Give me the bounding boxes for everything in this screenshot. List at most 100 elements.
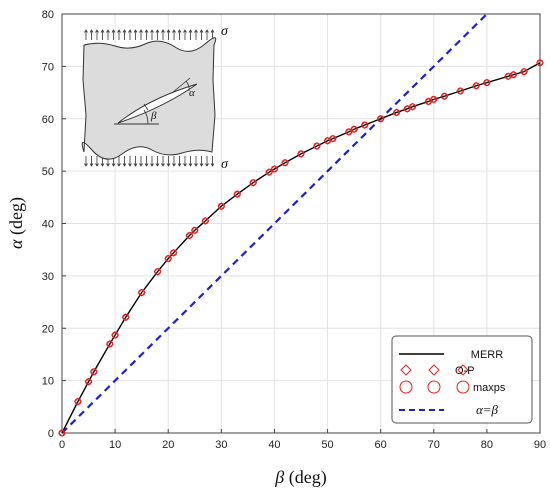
y-tick-label: 20 xyxy=(42,323,54,335)
op-point xyxy=(482,78,491,87)
inset-arrow-down-head xyxy=(111,163,116,167)
x-axis-ticks: 0 10 20 30 40 50 60 70 80 90 xyxy=(59,429,546,451)
inset-arrow-down-head xyxy=(150,163,154,167)
op-point xyxy=(360,121,369,129)
inset-arrow-up-head xyxy=(166,29,171,33)
op-point xyxy=(111,331,120,339)
x-tick-label: 10 xyxy=(109,439,121,451)
inset-arrow-up-head xyxy=(199,29,204,33)
legend-label-op: O-P xyxy=(455,365,475,377)
op-point xyxy=(270,165,279,173)
legend-maxps-marker xyxy=(427,380,441,394)
inset-beta-label: β xyxy=(150,110,157,122)
inset-arrow-down-head xyxy=(95,163,99,167)
inset-alpha-label: α xyxy=(189,87,195,99)
op-point xyxy=(424,97,433,106)
inset-crack xyxy=(117,83,198,124)
x-tick-label: 90 xyxy=(534,439,546,451)
op-point xyxy=(328,134,337,143)
inset-arrow-up-head xyxy=(139,29,143,33)
y-tick-label: 30 xyxy=(42,271,54,283)
inset-arrow-up-head xyxy=(100,29,105,33)
legend-op-marker xyxy=(400,364,412,376)
op-point xyxy=(344,127,353,136)
x-tick-label: 80 xyxy=(481,439,493,451)
op-point xyxy=(121,313,130,322)
y-tick-label: 70 xyxy=(42,61,54,73)
inset-arrow-down-head xyxy=(100,163,105,167)
op-point xyxy=(58,429,66,437)
op-point xyxy=(456,87,465,95)
legend-box xyxy=(391,335,533,424)
y-axis-unit: (deg) xyxy=(6,197,27,235)
op-point xyxy=(350,125,359,134)
inset-arrow-up-head xyxy=(117,29,121,33)
inset-arrow-down-head xyxy=(133,163,138,167)
inset-arrow-up-head xyxy=(177,29,182,33)
inset-arrow-up-head xyxy=(111,29,116,33)
grid xyxy=(62,14,540,433)
inset-arrow-up-head xyxy=(144,29,149,33)
inset-plate xyxy=(81,37,217,160)
op-point xyxy=(249,178,258,187)
x-tick-label: 30 xyxy=(215,439,227,451)
inset-arrow-down-head xyxy=(205,163,209,167)
inset-arrow-up-head xyxy=(183,29,187,33)
inset-load-direction-line xyxy=(171,77,191,94)
legend-maxps-marker xyxy=(456,380,470,394)
legend-label-merr: MERR xyxy=(471,349,503,361)
y-axis-label: α (deg) xyxy=(6,197,27,249)
inset-arrow-up-head xyxy=(210,29,215,33)
x-axis-symbol: β xyxy=(274,467,284,487)
x-tick-label: 60 xyxy=(375,439,387,451)
x-tick-label: 50 xyxy=(321,439,333,451)
inset-arrow-down-head xyxy=(139,163,143,167)
op-point xyxy=(137,288,146,297)
inset-arrows-top xyxy=(84,29,215,40)
op-point xyxy=(440,92,449,101)
y-tick-label: 10 xyxy=(42,376,54,388)
op-point xyxy=(233,190,242,199)
inset-arrow-down-head xyxy=(210,163,215,167)
op-point xyxy=(392,108,401,117)
inset-arrow-up-head xyxy=(194,29,198,33)
op-point xyxy=(376,114,385,123)
inset-arrow-up-head xyxy=(89,29,94,33)
op-point xyxy=(89,367,98,376)
inset-arrow-down-head xyxy=(106,163,110,167)
inset-sigma-bottom: σ xyxy=(221,157,229,172)
x-tick-label: 70 xyxy=(428,439,440,451)
op-point xyxy=(153,267,162,276)
y-tick-label: 80 xyxy=(42,9,54,21)
inset-arrow-down-head xyxy=(172,163,176,167)
legend-op-marker xyxy=(428,364,440,376)
inset-alpha-arc xyxy=(185,80,190,92)
op-point xyxy=(408,102,417,111)
y-tick-label: 40 xyxy=(42,219,54,231)
series-layer xyxy=(58,13,544,437)
inset-arrow-down-head xyxy=(89,163,94,167)
op-point xyxy=(297,149,305,158)
op-point xyxy=(74,397,82,406)
op-point xyxy=(509,70,518,79)
inset-sigma-top: σ xyxy=(221,24,229,39)
legend-swatch-maxps xyxy=(399,380,470,394)
legend-label-maxps: maxps xyxy=(473,382,506,394)
inset-arrow-down-head xyxy=(183,163,187,167)
series-alpha-beta-line xyxy=(61,13,488,434)
legend: MERR O-P maxps α=β xyxy=(391,335,533,424)
op-point xyxy=(169,248,178,257)
inset-schematic: α β σ σ xyxy=(81,24,229,172)
x-tick-label: 0 xyxy=(59,439,65,451)
legend-swatch-op xyxy=(400,364,469,376)
inset-arrow-down-head xyxy=(188,163,193,167)
inset-arrow-down-head xyxy=(122,163,127,167)
op-point xyxy=(429,95,438,104)
inset-arrow-down-head xyxy=(166,163,171,167)
x-tick-label: 40 xyxy=(268,439,280,451)
inset-arrow-down-head xyxy=(161,163,165,167)
op-point xyxy=(105,340,114,348)
inset-arrow-down-head xyxy=(144,163,149,167)
op-point xyxy=(536,58,544,67)
series-merr-line xyxy=(61,62,541,434)
